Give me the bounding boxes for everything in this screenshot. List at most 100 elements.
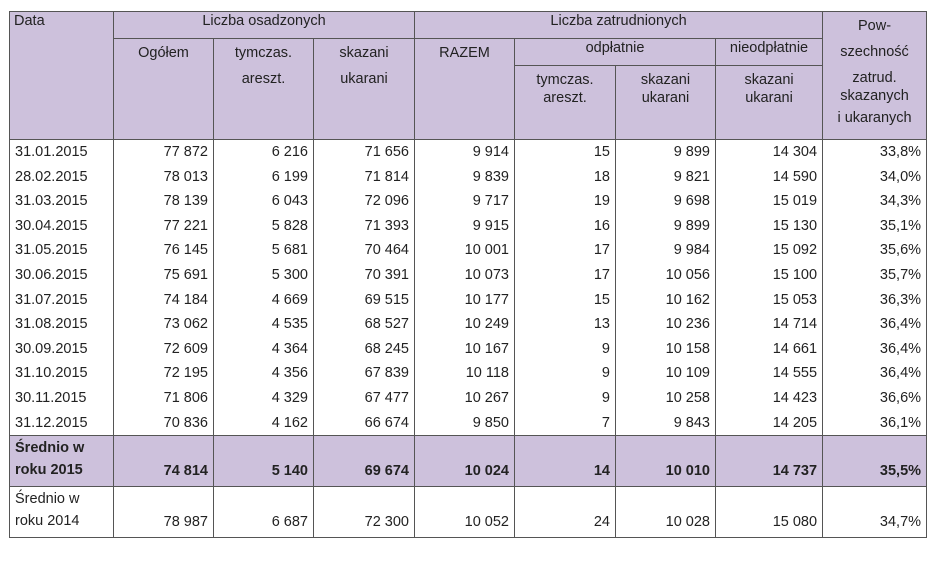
cell-razem: 9 915	[414, 213, 515, 239]
cell-odp-skazani: 9 899	[615, 139, 716, 165]
header-skazani: skazani ukarani	[313, 38, 415, 140]
cell-tymczas: 5 828	[213, 213, 314, 239]
cell-date: 31.10.2015	[9, 361, 114, 386]
table-row: 31.03.2015 78 139 6 043 72 096 9 717 19 9 698 1…	[9, 189, 928, 214]
header-odplatnie: odpłatnie	[514, 38, 716, 66]
cell-tymczas: 6 199	[213, 164, 314, 190]
cell-odp-tymczas: 15	[514, 139, 616, 165]
cell-odp-tymczas: 14	[514, 435, 616, 488]
table-row: 30.04.2015 77 221 5 828 71 393 9 915 16 9 899 1…	[9, 213, 928, 239]
cell-tymczas: 5 300	[213, 262, 314, 288]
cell-odp-skazani: 10 158	[615, 336, 716, 362]
cell-razem: 9 839	[414, 164, 515, 190]
cell-nieodp: 15 080	[714, 486, 824, 539]
table-row: 31.12.2015 70 836 4 162 66 674 9 850 7 9 843 14…	[9, 410, 928, 436]
cell-tymczas: 4 329	[213, 385, 314, 411]
cell-date: 31.08.2015	[9, 312, 114, 337]
cell-skazani: 72 300	[313, 486, 415, 539]
cell-skazani: 71 656	[313, 139, 415, 165]
cell-tymczas: 6 216	[213, 139, 314, 165]
cell-skazani: 66 674	[313, 410, 415, 436]
cell-pow: 34,7%	[822, 486, 928, 539]
header-zatrudnieni-group: Liczba zatrudnionych	[413, 11, 824, 39]
table-row: 31.05.2015 76 145 5 681 70 464 10 001 17 9 984…	[9, 238, 928, 263]
cell-nieodp: 14 555	[714, 361, 824, 386]
cell-tymczas: 4 535	[213, 312, 314, 337]
cell-tymczas: 4 669	[213, 287, 314, 313]
cell-nieodp: 14 714	[714, 312, 824, 337]
cell-skazani: 67 477	[313, 385, 415, 411]
table-row: 31.08.2015 73 062 4 535 68 527 10 249 13 10 23…	[9, 312, 928, 337]
cell-tymczas: 4 162	[213, 410, 314, 436]
cell-tymczas: 5 681	[213, 238, 314, 263]
cell-odp-skazani: 10 056	[615, 262, 716, 288]
cell-nieodp: 15 130	[714, 213, 824, 239]
table-row: 31.07.2015 74 184 4 669 69 515 10 177 15 10 16…	[9, 287, 928, 313]
cell-nieodp: 14 423	[714, 385, 824, 411]
cell-odp-skazani: 10 258	[615, 385, 716, 411]
cell-nieodp: 14 737	[714, 435, 824, 488]
cell-skazani: 69 515	[313, 287, 415, 313]
cell-date: 30.09.2015	[9, 336, 114, 362]
cell-skazani: 71 814	[313, 164, 415, 190]
cell-ogolem: 78 013	[113, 164, 214, 190]
cell-date: 30.04.2015	[9, 213, 114, 239]
cell-tymczas: 6 687	[213, 486, 314, 539]
cell-razem: 9 717	[414, 189, 515, 214]
average-2014-row: Średnio w roku 2014 78 987 6 687 72 300 1…	[9, 486, 928, 539]
cell-pow: 36,1%	[822, 410, 928, 436]
cell-ogolem: 77 872	[113, 139, 214, 165]
cell-pow: 36,3%	[822, 287, 928, 313]
cell-razem: 10 024	[414, 435, 515, 488]
cell-ogolem: 72 195	[113, 361, 214, 386]
cell-odp-skazani: 10 010	[615, 435, 716, 488]
table-row: 31.10.2015 72 195 4 356 67 839 10 118 9 10 109…	[9, 361, 928, 386]
header-ogolem: Ogółem	[113, 38, 214, 140]
cell-nieodp: 15 019	[714, 189, 824, 214]
cell-nieodp: 14 590	[714, 164, 824, 190]
cell-odp-skazani: 10 028	[615, 486, 716, 539]
cell-pow: 35,1%	[822, 213, 928, 239]
table-row: 31.01.2015 77 872 6 216 71 656 9 914 15 9 899 1…	[9, 139, 928, 165]
cell-date: 31.01.2015	[9, 139, 114, 165]
cell-pow: 35,6%	[822, 238, 928, 263]
header-data: Data	[9, 11, 114, 140]
average-2014-label: Średnio w roku 2014	[9, 486, 114, 539]
cell-pow: 36,6%	[822, 385, 928, 411]
cell-ogolem: 74 814	[113, 435, 214, 488]
cell-odp-skazani: 9 843	[615, 410, 716, 436]
cell-odp-tymczas: 7	[514, 410, 616, 436]
cell-pow: 34,0%	[822, 164, 928, 190]
cell-skazani: 71 393	[313, 213, 415, 239]
cell-odp-tymczas: 9	[514, 385, 616, 411]
cell-odp-skazani: 10 162	[615, 287, 716, 313]
cell-date: 28.02.2015	[9, 164, 114, 190]
table-body: 31.01.2015 77 872 6 216 71 656 9 914 15 9 899 1…	[9, 139, 928, 436]
header-nieodp-skazani: skazani ukarani	[714, 65, 824, 140]
cell-tymczas: 4 364	[213, 336, 314, 362]
cell-pow: 36,4%	[822, 361, 928, 386]
cell-pow: 35,7%	[822, 262, 928, 288]
cell-ogolem: 76 145	[113, 238, 214, 263]
cell-nieodp: 15 053	[714, 287, 824, 313]
cell-odp-tymczas: 18	[514, 164, 616, 190]
cell-pow: 33,8%	[822, 139, 928, 165]
cell-date: 30.11.2015	[9, 385, 114, 411]
cell-ogolem: 70 836	[113, 410, 214, 436]
table-row: 30.06.2015 75 691 5 300 70 391 10 073 17 10 05…	[9, 262, 928, 288]
header-odp-tymczas: tymczas. areszt.	[514, 65, 616, 140]
header-razem: RAZEM	[414, 38, 515, 140]
cell-nieodp: 15 092	[714, 238, 824, 263]
table-row: 30.09.2015 72 609 4 364 68 245 10 167 9 10 158…	[9, 336, 928, 362]
cell-pow: 35,5%	[822, 435, 928, 488]
cell-odp-tymczas: 17	[514, 262, 616, 288]
cell-odp-skazani: 10 109	[615, 361, 716, 386]
cell-odp-skazani: 9 899	[615, 213, 716, 239]
cell-skazani: 70 391	[313, 262, 415, 288]
cell-odp-tymczas: 24	[514, 486, 616, 539]
header-nieodplatnie: nieodpłatnie	[714, 38, 824, 66]
cell-ogolem: 75 691	[113, 262, 214, 288]
cell-skazani: 68 245	[313, 336, 415, 362]
cell-razem: 10 001	[414, 238, 515, 263]
cell-razem: 10 073	[414, 262, 515, 288]
